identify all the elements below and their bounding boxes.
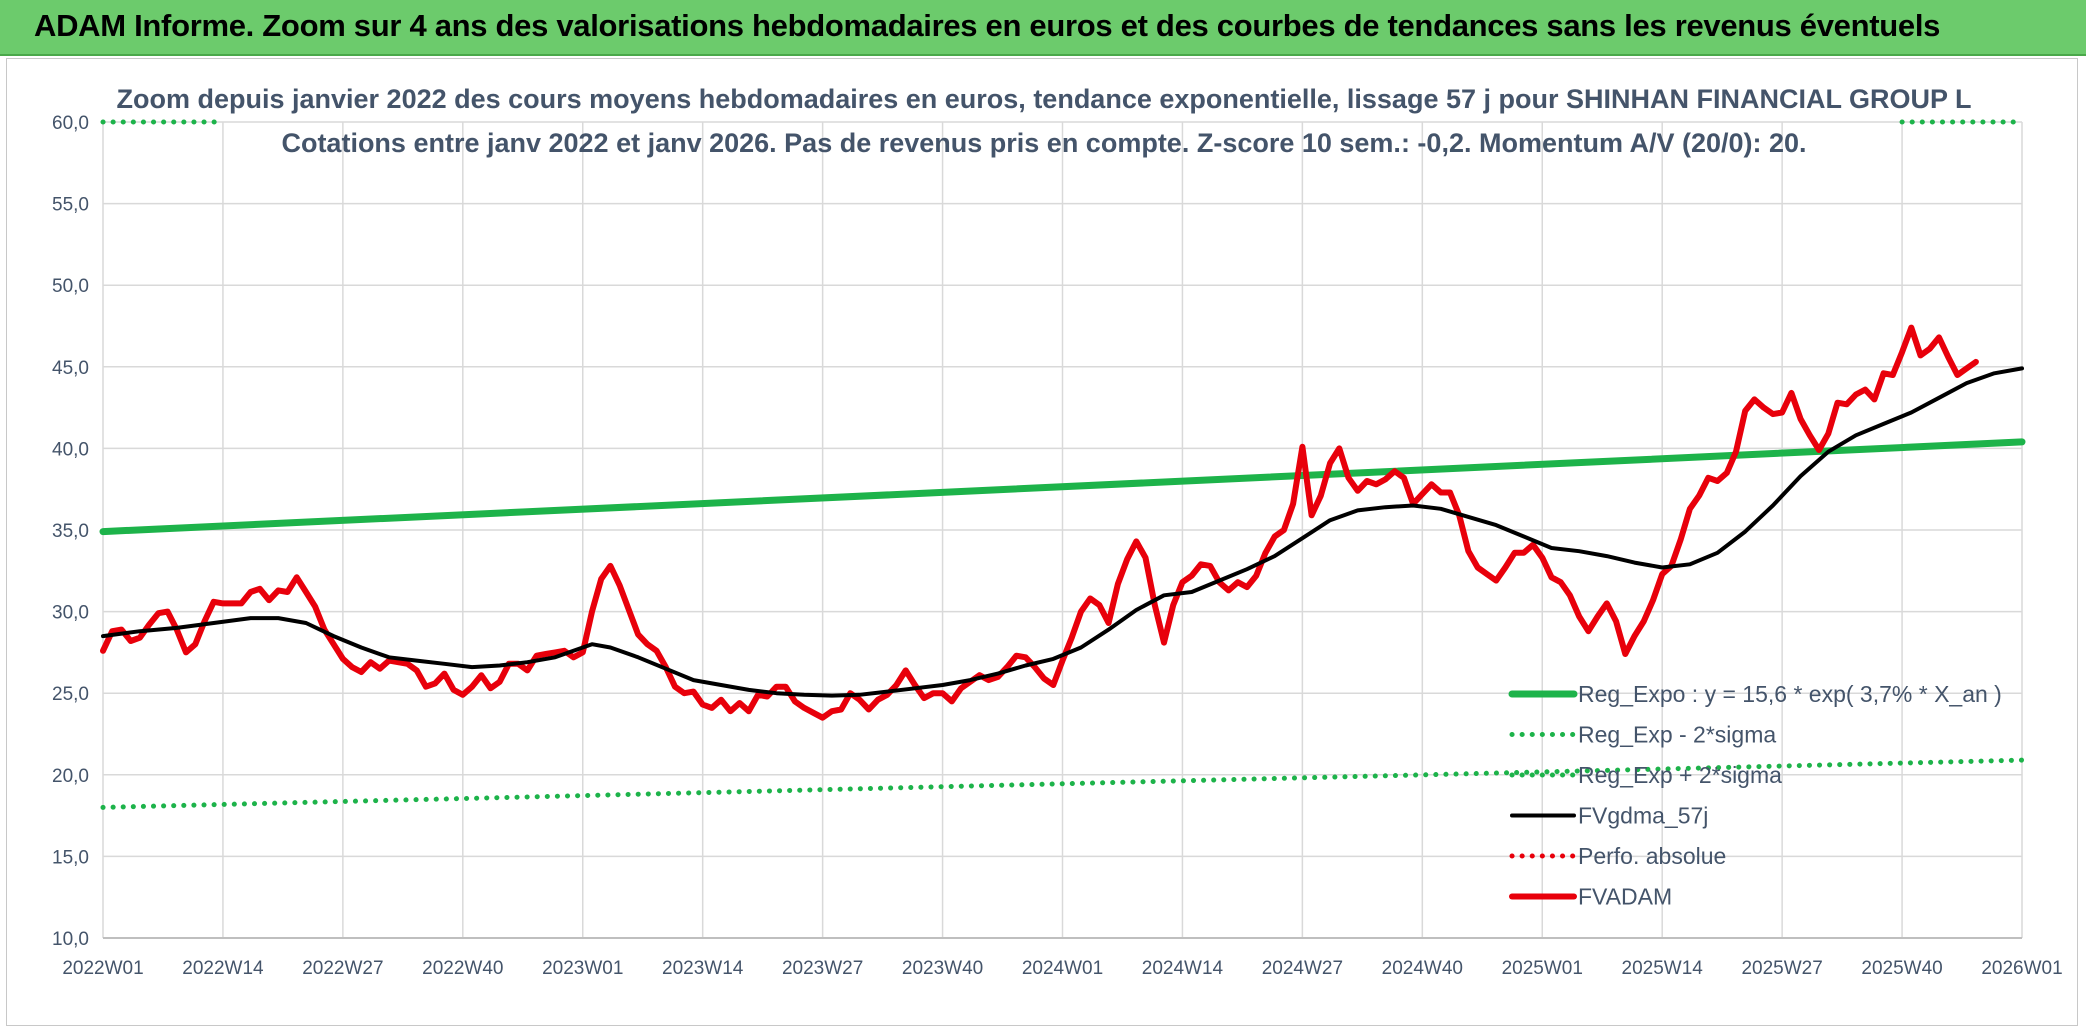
series-line-1	[100, 757, 2025, 810]
series-line-3	[101, 366, 2024, 698]
y-tick-label: 45,0	[52, 358, 89, 379]
x-tick-label: 2023W40	[902, 958, 983, 979]
y-tick-label: 60,0	[52, 113, 89, 134]
legend-label: Perfo. absolue	[1578, 843, 1726, 869]
y-tick-label: 30,0	[52, 603, 89, 624]
legend-label: FVgdma_57j	[1578, 803, 1708, 829]
legend-label: Reg_Expo : y = 15,6 * exp( 3,7% * X_an )	[1578, 681, 2002, 707]
x-tick-label: 2024W27	[1262, 958, 1343, 979]
x-tick-label: 2024W14	[1142, 958, 1224, 979]
x-tick-label: 2025W14	[1622, 958, 1704, 979]
y-tick-label: 10,0	[52, 929, 89, 950]
y-axis-ticks: 10,0 15,0 20,0 25,0 30,0 35,0 40,0 45,0 50,0 55,0…	[52, 113, 89, 950]
x-tick-label: 2025W40	[1861, 958, 1942, 979]
x-tick-label: 2023W14	[662, 958, 744, 979]
x-tick-label: 2025W01	[1502, 958, 1583, 979]
y-tick-label: 20,0	[52, 766, 89, 787]
x-tick-label: 2023W01	[542, 958, 623, 979]
title-banner: ADAM Informe. Zoom sur 4 ans des valoris…	[0, 0, 2086, 56]
x-tick-label: 2023W27	[782, 958, 863, 979]
x-tick-label: 2026W01	[1981, 958, 2062, 979]
legend: Reg_Expo : y = 15,6 * exp( 3,7% * X_an )…	[1508, 681, 2002, 910]
legend-label: Reg_Exp - 2*sigma	[1578, 722, 1776, 748]
y-tick-label: 50,0	[52, 276, 89, 297]
y-tick-label: 40,0	[52, 439, 89, 460]
x-tick-label: 2022W01	[62, 958, 143, 979]
chart-title: Zoom depuis janvier 2022 des cours moyen…	[117, 84, 1972, 114]
y-tick-label: 15,0	[52, 847, 89, 868]
x-tick-label: 2022W40	[422, 958, 503, 979]
series-layer	[99, 119, 2026, 810]
legend-label: FVADAM	[1578, 884, 1672, 910]
y-tick-label: 55,0	[52, 195, 89, 216]
chart-subtitle: Cotations entre janv 2022 et janv 2026. …	[281, 128, 1806, 158]
x-tick-label: 2022W14	[182, 958, 264, 979]
y-tick-label: 35,0	[52, 521, 89, 542]
y-tick-label: 25,0	[52, 684, 89, 705]
banner-title: ADAM Informe. Zoom sur 4 ans des valoris…	[34, 8, 1941, 43]
legend-label: Reg_Exp + 2*sigma	[1578, 762, 1782, 788]
series-line-0	[99, 438, 2026, 536]
x-axis-ticks: 2022W01 2022W14 2022W27 2022W40 2023W01 2023W…	[62, 958, 2062, 979]
x-tick-label: 2024W40	[1382, 958, 1463, 979]
series-line-5	[100, 324, 1979, 721]
x-tick-label: 2024W01	[1022, 958, 1103, 979]
grid-lines	[102, 121, 2023, 939]
x-tick-label: 2022W27	[302, 958, 383, 979]
x-tick-label: 2025W27	[1741, 958, 1822, 979]
